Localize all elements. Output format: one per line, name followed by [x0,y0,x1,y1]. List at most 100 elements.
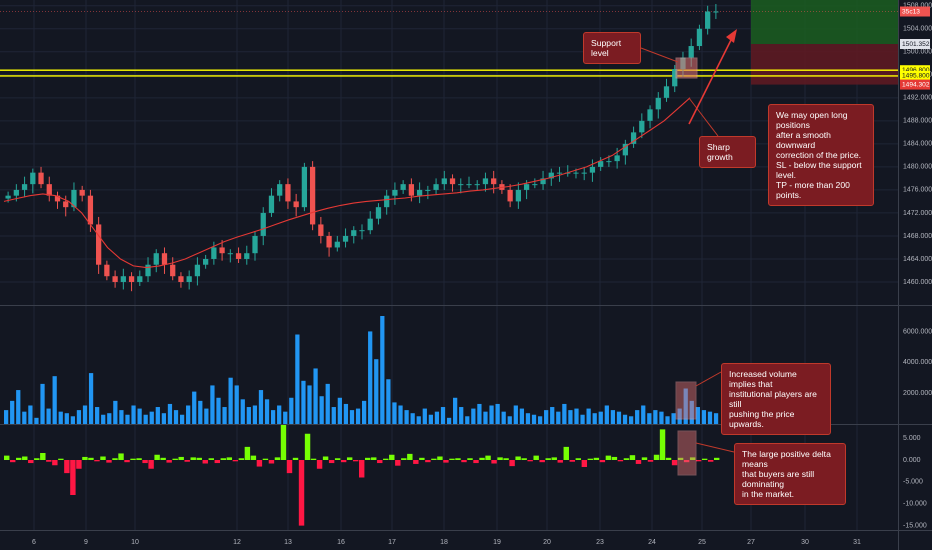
target-zone [751,0,898,45]
volume-bar-85 [519,408,525,424]
delta-bar-7 [46,460,52,462]
delta-bar-110 [665,457,672,460]
note-delta: The large positive delta means that buye… [734,443,846,505]
volume-bar-68 [416,416,421,424]
volume-bar-72 [440,407,446,424]
delta-bar-92 [557,460,563,463]
volume-bar-62 [380,316,385,424]
x-tick-7: 18 [440,539,448,546]
volume-bar-2 [16,390,21,424]
candle-body-14 [120,276,126,282]
current-price-label: 35c13 [902,8,920,15]
price-tick-11: 1464.000 [903,256,932,263]
candle-body-10 [87,195,94,225]
delta-bar-95 [575,458,582,460]
delta-bar-58 [352,460,359,462]
annotation-marks [640,29,737,476]
candle-body-49 [408,184,415,196]
stop-zone [751,44,898,85]
candle-body-33 [277,184,283,196]
volume-bar-16 [101,414,106,424]
delta-bar-87 [527,460,533,462]
delta-bar-23 [142,460,148,464]
delta-histogram [4,425,720,526]
delta-bar-114 [689,457,696,460]
volume-bar-114 [695,407,700,424]
price-label-2-bg [900,79,930,90]
delta-bar-50 [304,433,311,460]
candle-body-24 [202,258,209,265]
delta-bar-72 [437,456,443,460]
price-tick-7: 1480.000 [903,164,932,171]
delta-bar-42 [256,460,263,467]
volume-bar-69 [422,408,427,424]
volume-bar-110 [671,413,676,424]
volume-bar-46 [283,411,288,424]
delta-bar-53 [322,456,329,460]
volume-bar-111 [677,408,682,424]
delta-bar-78 [473,460,479,464]
axes: 1508.0001504.0001500.0001496.0001492.000… [32,3,932,546]
delta-bar-65 [395,460,401,466]
candle-body-43 [359,230,365,232]
volume-bar-101 [616,411,622,424]
delta-bar-75 [455,458,461,460]
volume-bar-73 [446,417,452,424]
volume-bar-93 [568,410,573,424]
volume-bar-29 [179,414,185,424]
volume-bar-50 [307,385,312,424]
delta-bar-24 [148,460,154,469]
delta-connector [695,442,735,453]
volume-bar-81 [495,403,500,424]
volume-tick-2: 2000.000 [903,390,932,397]
delta-bar-11 [70,460,76,495]
delta-bar-111 [671,460,678,466]
delta-bar-91 [551,457,557,460]
candle-body-42 [351,230,357,236]
candle-body-55 [458,184,464,186]
delta-bar-117 [707,460,714,462]
delta-bar-62 [377,460,383,464]
delta-tick-4: -15.000 [903,522,927,529]
delta-bar-39 [238,458,245,460]
candle-body-1 [13,189,19,196]
delta-bar-15 [94,460,100,462]
delta-bar-89 [539,460,545,463]
delta-bar-32 [196,457,202,460]
candle-body-44 [367,218,373,231]
delta-bar-56 [340,460,347,463]
forecast-arrow-head [726,29,737,43]
volume-bar-40 [246,407,251,424]
delta-bar-98 [593,457,600,460]
delta-bar-45 [274,457,281,460]
price-tick-6: 1484.000 [903,141,932,148]
volume-bar-82 [501,411,506,424]
delta-bar-49 [298,460,305,526]
delta-bar-21 [130,458,136,460]
candle-body-45 [375,207,382,219]
delta-bar-8 [52,460,58,466]
delta-bar-12 [76,460,82,469]
candle-body-27 [227,253,233,255]
volume-bar-74 [453,397,458,424]
delta-bar-115 [695,460,702,462]
delta-bar-88 [533,455,539,460]
volume-bar-102 [622,414,628,424]
delta-bar-101 [611,456,618,460]
x-tick-10: 23 [596,539,604,546]
delta-bar-27 [166,460,172,463]
delta-highlight-box [677,430,697,476]
volume-bar-41 [252,405,258,424]
delta-bar-51 [310,458,317,460]
volume-bar-13 [82,405,88,424]
candle-body-52 [433,184,439,190]
candle-body-23 [194,264,201,277]
candle-body-59 [491,178,497,185]
candle-body-37 [309,166,316,225]
delta-tick-1: 0.000 [903,457,921,464]
delta-bar-70 [425,460,431,463]
delta-bar-40 [244,446,251,460]
candle-body-46 [384,195,390,208]
volume-bar-54 [331,407,336,424]
candle-body-2 [21,184,28,190]
